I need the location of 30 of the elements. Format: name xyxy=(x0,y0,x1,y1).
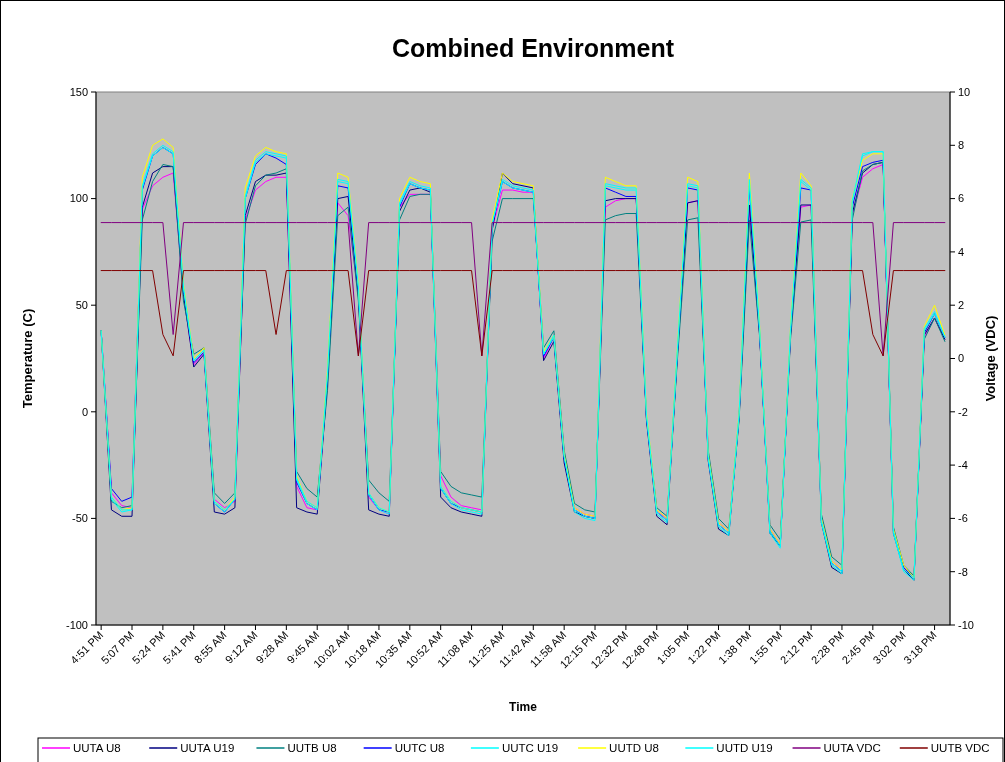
y2-tick-label: -10 xyxy=(958,618,974,631)
legend-label: UUTB VDC xyxy=(930,742,990,755)
legend-label: UUTA U19 xyxy=(180,742,235,755)
y2-tick-label: -2 xyxy=(958,405,968,418)
y2-tick-label: -8 xyxy=(958,565,968,578)
legend-label: UUTA VDC xyxy=(823,742,881,755)
y2-tick-label: 4 xyxy=(958,245,965,258)
y2-tick-label: 0 xyxy=(958,352,965,365)
legend-label: UUTA U8 xyxy=(73,742,121,755)
y-tick-label: 100 xyxy=(69,192,88,205)
y-tick-label: -100 xyxy=(65,618,88,631)
legend-label: UUTC U8 xyxy=(394,742,445,755)
legend-label: UUTC U19 xyxy=(501,742,559,755)
y2-tick-label: -6 xyxy=(958,512,968,525)
y-tick-label: -50 xyxy=(72,512,88,525)
y2-axis-title: Voltage (VDC) xyxy=(983,315,998,402)
y2-tick-label: 10 xyxy=(958,85,971,98)
y2-tick-label: 6 xyxy=(958,192,965,205)
x-axis-title: Time xyxy=(509,700,538,714)
y-tick-label: 150 xyxy=(69,85,88,98)
y2-tick-label: 2 xyxy=(958,299,965,312)
legend-label: UUTB U8 xyxy=(287,742,337,755)
y2-tick-label: -4 xyxy=(958,458,968,471)
y2-tick-label: 8 xyxy=(958,139,965,152)
y-tick-label: 50 xyxy=(75,299,88,312)
legend-label: UUTD U19 xyxy=(716,742,773,755)
legend-label: UUTD U8 xyxy=(609,742,659,755)
y-axis-title: Temperature (C) xyxy=(20,308,35,409)
chart-title: Combined Environment xyxy=(392,34,675,62)
y-tick-label: 0 xyxy=(81,405,88,418)
